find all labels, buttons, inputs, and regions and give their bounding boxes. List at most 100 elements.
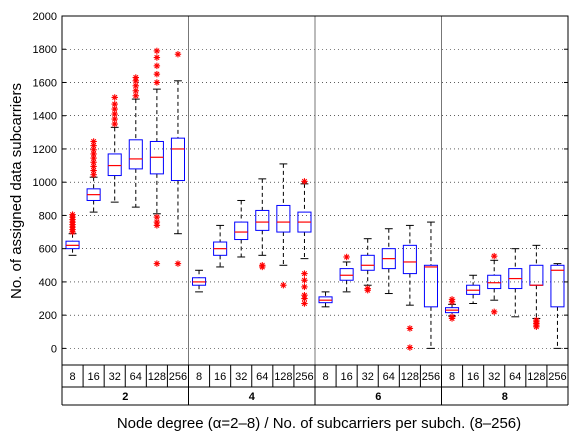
outlier-point [301,283,308,291]
box-2-32 [107,94,122,203]
box-iqr [402,244,417,275]
x-category-label: 16 [341,371,353,383]
outlier-point [69,211,76,218]
x-category-label: 64 [509,371,521,383]
x-axis-title: Node degree (α=2–8) / No. of subcarriers… [117,415,521,432]
x-category-label: 128 [401,371,419,383]
outlier-point [153,47,161,55]
outlier-point [153,213,161,221]
y-tick-label: 1600 [33,77,57,89]
outlier-point [111,94,118,101]
outlier-point [153,70,161,78]
box-iqr [128,139,143,170]
box-4-32 [234,199,249,258]
x-category-label: 16 [214,371,226,383]
x-category-label: 128 [527,371,545,383]
x-category-label: 128 [148,371,166,383]
group-label: 8 [502,391,508,403]
box-iqr [487,274,502,290]
y-axis-title: No. of assigned data subcarriers [8,83,25,299]
x-category-label: 8 [196,371,202,383]
outlier-point [132,74,139,81]
box-2-8 [65,211,80,256]
box-iqr [107,153,122,177]
x-category-label: 32 [362,371,374,383]
outlier-point [174,51,182,58]
outlier-point [533,316,540,324]
outlier-point [153,54,161,61]
outlier-point [343,253,350,261]
x-category-label: 256 [422,371,440,383]
box-8-64 [508,248,523,318]
box-4-8 [192,269,207,293]
box-6-16 [339,253,354,293]
box-4-64 [255,178,270,271]
outlier-point [301,300,308,307]
box-iqr [550,264,565,308]
group-separators [188,16,442,365]
box-8-32 [487,252,502,316]
box-8-8 [445,296,460,322]
box-6-256 [423,221,438,349]
box-4-128 [276,163,291,289]
box-6-8 [318,291,333,308]
x-category-label: 16 [467,371,479,383]
group-label: 4 [249,391,256,403]
box-2-16 [86,138,101,213]
box-iqr [529,264,544,286]
box-iqr [234,221,249,241]
outlier-point [448,296,456,303]
box-8-256 [550,263,565,349]
outlier-point [153,260,161,267]
outlier-point [301,277,308,284]
x-category-label: 64 [130,371,142,383]
outlier-point [406,344,414,351]
x-category-label: 256 [169,371,187,383]
x-category-label: 256 [548,371,566,383]
box-iqr [255,209,270,231]
y-tick-label: 1400 [33,111,57,123]
x-category-label: 32 [109,371,121,383]
box-iqr [170,137,185,182]
box-4-16 [213,224,228,268]
y-tick-label: 800 [39,210,57,222]
box-iqr [360,254,375,271]
outlier-point [491,252,498,260]
outlier-point [90,163,97,170]
box-2-128 [149,47,164,267]
box-8-16 [466,274,481,305]
outlier-point [259,262,266,269]
outlier-point [491,308,498,316]
y-tick-label: 400 [39,277,57,289]
x-category-label: 128 [274,371,292,383]
group-label: 6 [375,391,381,403]
outlier-point [111,100,118,108]
box-6-128 [402,224,417,351]
outlier-point [132,87,139,94]
box-8-128 [529,244,544,330]
box-iqr [276,204,291,233]
y-axis-ticks: 0 200 400 600 800 1000 1200 1400 1600 1800 2000 [33,11,568,355]
outlier-point [301,178,308,185]
x-category-label: 16 [88,371,100,383]
y-tick-label: 1200 [33,144,57,156]
outlier-point [280,282,287,289]
outlier-point [90,150,97,158]
outlier-point [153,79,161,86]
outlier-point [301,295,308,302]
box-6-32 [360,238,375,294]
y-tick-label: 1000 [33,177,57,189]
y-tick-label: 600 [39,244,57,256]
outlier-point [153,218,161,226]
y-tick-label: 2000 [33,11,57,23]
box-6-64 [381,228,396,295]
group-label: 2 [122,391,128,403]
x-category-label: 256 [295,371,313,383]
outlier-point [364,285,371,292]
x-category-label: 32 [488,371,500,383]
x-category-label: 64 [383,371,395,383]
outlier-point [301,270,308,277]
y-tick-label: 1800 [33,44,57,56]
